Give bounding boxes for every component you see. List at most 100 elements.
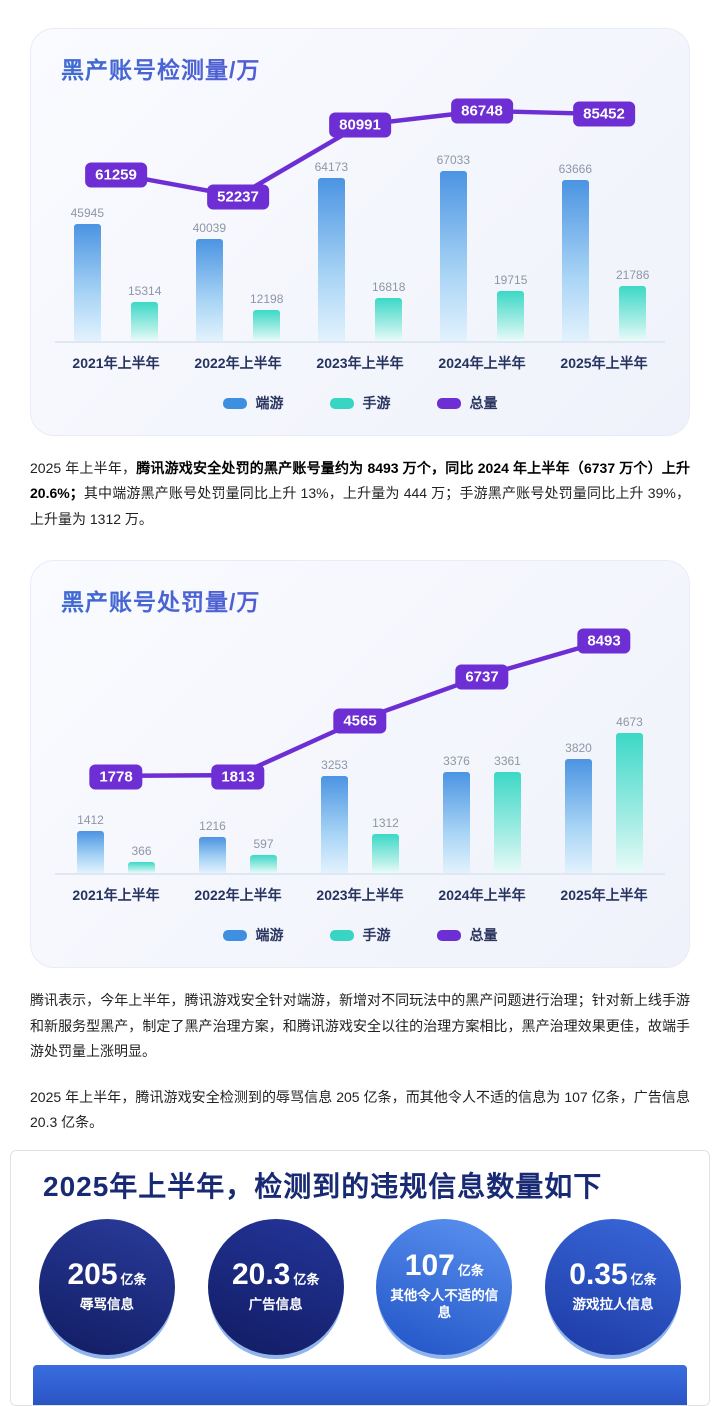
category-label: 2023年上半年 [316,355,404,371]
text-run: 腾讯表示，今年上半年，腾讯游戏安全针对端游，新增对不同玩法中的黑产问题进行治理；… [30,992,690,1060]
legend-label: 端游 [255,395,284,411]
mobile-bar-column: 1312 [372,816,399,874]
legend-item: 总量 [436,925,498,945]
bar-value-label: 4673 [616,715,643,730]
stat-label: 辱骂信息 [80,1296,134,1312]
pc-bar [439,171,467,341]
mobile-bar [375,298,403,341]
bar-value-label: 597 [253,837,274,852]
stat-circle: 0.35 亿条游戏拉人信息 [544,1218,681,1355]
pc-bar-column: 3253 [321,758,348,874]
bar-value-label: 45945 [70,206,104,220]
bars-area: 45945 15314 40039 12198 64173 16818 67033 19715… [55,95,665,343]
bar-value-label: 15314 [128,284,162,298]
stat-label: 广告信息 [248,1296,303,1312]
stat-unit: 亿条 [630,1271,657,1287]
mobile-bar-column: 597 [250,837,277,874]
legend: 端游 手游 总量 [55,925,665,945]
stat-circle: 20.3 亿条广告信息 [207,1218,344,1355]
bar-value-label: 12198 [250,292,284,306]
stat-unit: 亿条 [120,1271,147,1287]
legend-item: 总量 [436,393,498,413]
pc-bar-column: 40039 [193,221,226,341]
paragraph-governance: 腾讯表示，今年上半年，腾讯游戏安全针对端游，新增对不同玩法中的黑产问题进行治理；… [30,988,690,1064]
pc-bar [565,759,592,874]
legend-label: 端游 [255,927,284,944]
stat-value: 107 亿条 [405,1251,484,1281]
bar-group: 64173 16818 [299,95,421,341]
pc-bar-column: 67033 [437,153,470,341]
bar-value-label: 40039 [192,221,226,235]
pc-bar [317,178,345,341]
category-label: 2025年上半年 [560,887,648,904]
page: 黑产账号检测量/万 45945 15314 40039 12198 64173 16818… [0,28,720,1406]
legend-swatch [329,929,354,941]
mobile-bar-column: 3361 [494,754,521,874]
bar-group: 1412 366 [55,627,177,874]
stat-unit: 亿条 [293,1271,320,1287]
bar-value-label: 19715 [494,273,528,287]
bar-value-label: 366 [131,844,152,859]
paragraph-violation-info: 2025 年上半年，腾讯游戏安全检测到的辱骂信息 205 亿条，而其他令人不适的… [30,1085,690,1136]
legend-label: 总量 [469,927,498,944]
pc-bar [199,837,226,874]
bar-group: 67033 19715 [421,95,543,341]
pc-bar-column: 45945 [71,206,104,341]
mobile-bar-column: 16818 [372,280,405,341]
legend-label: 总量 [469,395,498,411]
category-label: 2025年上半年 [560,355,648,371]
bar-group: 1216 597 [177,627,299,874]
stat-circle: 205 亿条辱骂信息 [39,1218,175,1355]
bar-value-label: 1216 [199,819,226,834]
mobile-bar [372,834,399,874]
bar-group: 45945 15314 [55,95,177,341]
stat-value: 0.35 亿条 [569,1257,657,1291]
bar-value-label: 16818 [372,280,406,294]
bar-group: 63666 21786 [543,95,665,341]
pc-bar-column: 63666 [559,162,592,341]
stat-circles: 205 亿条 辱骂信息 20.3 亿条 广告信息 107 亿条 其他令人不适的信息 0.35 亿条游… [31,1218,689,1355]
category-label: 2022年上半年 [194,355,282,371]
stat-value: 205 亿条 [67,1259,147,1290]
category-label: 2021年上半年 [72,355,160,371]
bottom-blue-bar [33,1364,687,1405]
legend-swatch [222,397,247,409]
legend-label: 手游 [362,395,391,411]
bar-group: 40039 12198 [177,95,299,341]
bar-value-label: 67033 [436,153,470,167]
stat-label: 游戏拉人信息 [572,1296,654,1312]
mobile-bar-column: 15314 [128,284,161,341]
mobile-bar-column: 21786 [616,268,649,341]
bars-area: 1412 366 1216 597 3253 1312 3376 3361 3820 4673 17… [55,627,665,876]
bar-chart-detection: 45945 15314 40039 12198 64173 16818 67033 19715… [55,95,665,413]
mobile-bar [250,855,277,874]
bar-value-label: 3376 [443,754,470,769]
pc-bar [73,224,101,341]
mobile-bar [131,302,159,341]
pc-bar [77,831,104,874]
bar-group: 3253 1312 [299,627,421,874]
bar-value-label: 63666 [558,162,592,176]
bar-chart-punishment: 1412 366 1216 597 3253 1312 3376 3361 3820 4673 17… [55,627,665,945]
paragraph-punishment-summary: 2025 年上半年，腾讯游戏安全处罚的黑产账号量约为 8493 万个，同比 20… [30,456,690,532]
stat-number: 0.35 [569,1257,628,1291]
pc-bar-column: 3376 [443,754,470,874]
bar-value-label: 3253 [321,758,348,773]
legend-item: 端游 [222,925,284,945]
stat-label: 其他令人不适的信息 [390,1288,499,1321]
stat-unit: 亿条 [457,1263,484,1279]
text-run: 其中端游黑产账号处罚量同比上升 13%，上升量为 444 万；手游黑产账号处罚量… [30,485,690,527]
legend: 端游 手游 总量 [55,393,665,413]
category-row: 2021年上半年 2022年上半年 2023年上半年 2024年上半年 2025年上半年 [55,885,665,905]
banner-title: 2025年上半年，检测到的违规信息数量如下 [43,1170,603,1202]
legend-item: 端游 [222,393,284,413]
category-label: 2024年上半年 [438,887,526,904]
pc-bar-column: 3820 [565,741,592,874]
legend-swatch [436,397,461,409]
stat-value: 20.3 亿条 [232,1259,320,1290]
legend-label: 手游 [362,927,391,944]
bar-group: 3376 3361 [421,627,543,874]
bar-value-label: 64173 [314,160,348,174]
chart-title-detection: 黑产账号检测量/万 [61,51,665,85]
legend-swatch [222,929,247,941]
